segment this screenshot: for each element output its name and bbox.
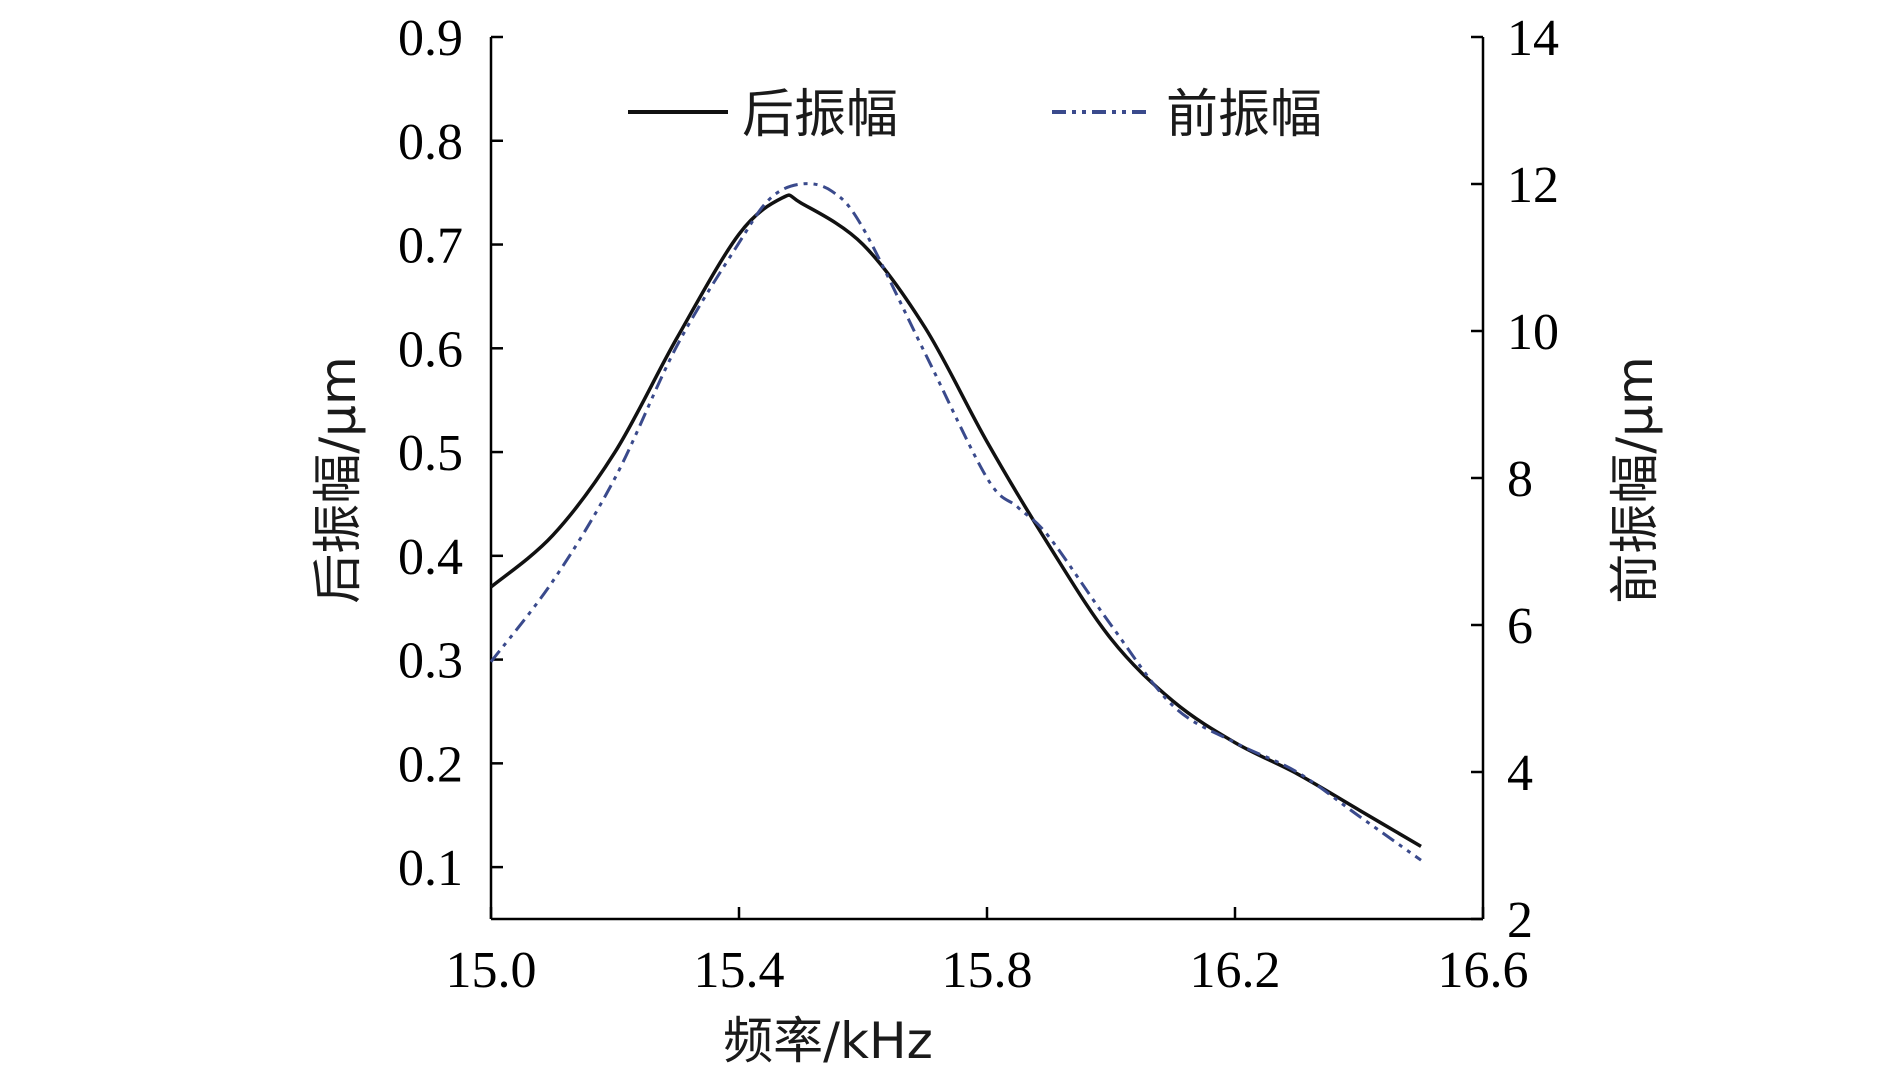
left-y-tick-label: 0.1: [398, 840, 463, 897]
series-line-rear-amplitude: [489, 193, 1422, 848]
series-group: [489, 182, 1422, 862]
x-axis-title: 频率/kHz: [723, 1012, 933, 1070]
left-y-tick-label: 0.8: [398, 114, 463, 171]
legend: 后振幅 前振幅: [628, 85, 1322, 145]
x-tick-label: 15.0: [446, 942, 537, 999]
left-axis-title: 后振幅/μm: [309, 356, 367, 603]
left-y-tick-label: 0.7: [398, 218, 463, 275]
right-y-tick-label: 8: [1507, 451, 1533, 508]
x-tick-label: 16.6: [1438, 942, 1529, 999]
axes-group: [489, 37, 1485, 921]
left-y-tick-label: 0.9: [398, 10, 463, 67]
left-y-tick-label: 0.6: [398, 321, 463, 378]
right-y-tick-label: 14: [1507, 10, 1559, 67]
right-y-tick-label: 12: [1507, 157, 1559, 214]
right-y-tick-label: 10: [1507, 304, 1559, 361]
right-y-tick-label: 2: [1507, 892, 1533, 949]
x-tick-label: 15.4: [694, 942, 785, 999]
legend-label-front-amplitude: 前振幅: [1166, 85, 1322, 145]
left-y-tick-label: 0.2: [398, 736, 463, 793]
left-y-tick-label: 0.3: [398, 633, 463, 690]
x-tick-label: 16.2: [1190, 942, 1281, 999]
series-line-front-amplitude: [489, 182, 1422, 862]
ticks-group: 15.0 15.4 15.8 16.2 16.6 0.1 0.2 0.3 0.4 0.5 0.6 0.…: [398, 10, 1559, 999]
right-axis-title: 前振幅/μm: [1606, 356, 1664, 603]
left-y-tick-label: 0.5: [398, 425, 463, 482]
left-y-tick-label: 0.4: [398, 529, 463, 586]
x-tick-label: 15.8: [942, 942, 1033, 999]
right-y-tick-label: 4: [1507, 745, 1533, 802]
legend-label-rear-amplitude: 后振幅: [742, 85, 898, 145]
right-y-tick-label: 6: [1507, 598, 1533, 655]
